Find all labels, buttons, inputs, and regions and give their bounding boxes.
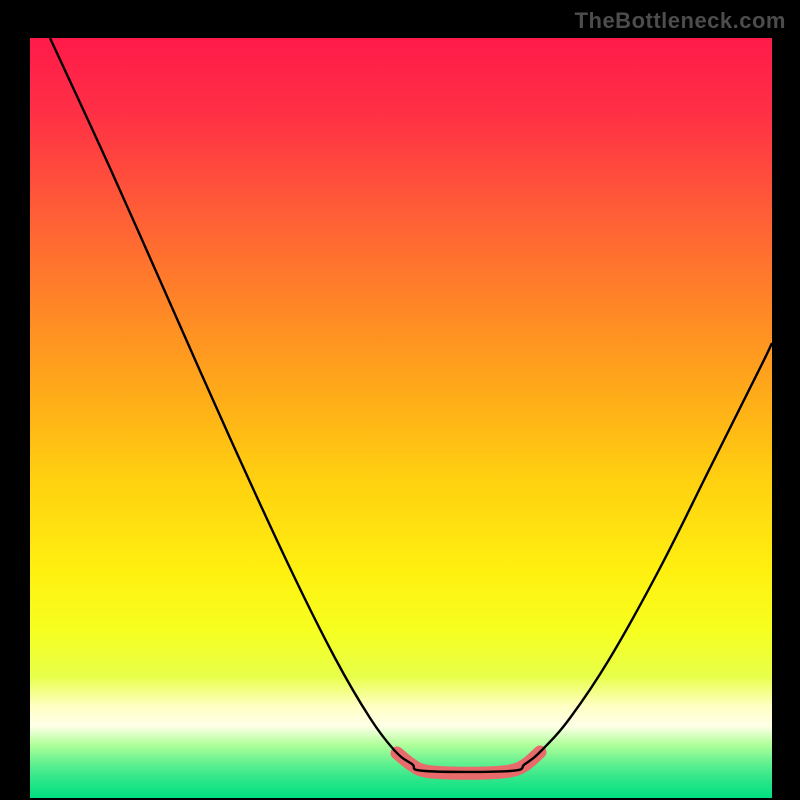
bottleneck-chart <box>30 38 772 798</box>
watermark-text: TheBottleneck.com <box>575 8 786 34</box>
bottleneck-curve <box>50 38 772 772</box>
chart-curve-layer <box>30 38 772 798</box>
